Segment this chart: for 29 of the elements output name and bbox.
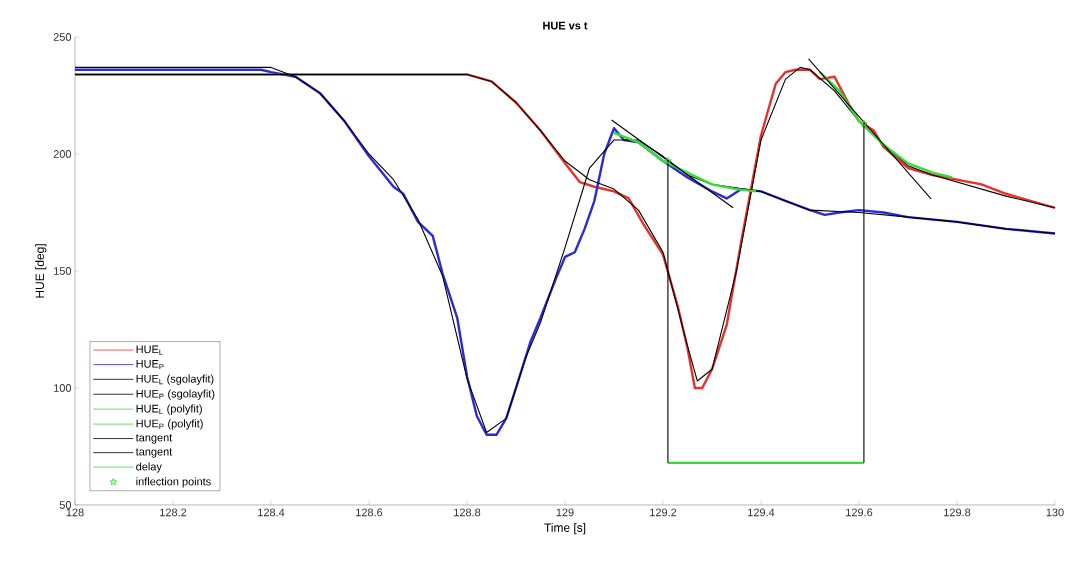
- x-tick-label: 128.8: [454, 508, 481, 517]
- chart-title: HUE vs t: [543, 21, 588, 30]
- y-tick-label: 50: [59, 501, 72, 509]
- legend-label: HUE$_{L}$ (sgolayfit): [136, 374, 214, 385]
- y-tick-label: 150: [54, 267, 72, 275]
- legend-label: HUE$_{L}$: [136, 345, 163, 355]
- x-tick-label: 128: [66, 508, 84, 517]
- legend-label: inflection points: [136, 477, 211, 488]
- x-tick-label: 129.8: [944, 508, 971, 517]
- legend-label: tangent: [135, 448, 173, 458]
- legend-label: delay: [136, 462, 162, 473]
- y-tick-label: 250: [53, 33, 72, 41]
- x-tick-label: 129.2: [650, 508, 677, 517]
- x-tick-label: 128.4: [258, 508, 285, 517]
- x-axis-title: Time [s]: [544, 523, 586, 535]
- legend-label: HUE$_{P}$ (sgolayfit): [136, 389, 215, 400]
- x-tick-label: 129.6: [846, 508, 873, 517]
- legend-label: HUE$_{P}$ (polyfit): [136, 419, 203, 430]
- legend-label: HUE$_{P}$: [136, 360, 164, 370]
- x-tick-label: 128.2: [160, 508, 187, 517]
- y-tick-label: 100: [54, 384, 72, 392]
- y-tick-label: 200: [53, 150, 72, 158]
- x-tick-label: 130: [1046, 508, 1064, 517]
- legend-label: HUE$_{L}$ (polyfit): [136, 404, 202, 415]
- y-axis-title: HUE [deg]: [35, 244, 47, 298]
- x-tick-label: 128.6: [356, 508, 383, 517]
- legend-label: tangent: [135, 434, 173, 444]
- x-tick-label: 129.4: [748, 508, 775, 517]
- x-tick-label: 129: [556, 508, 574, 517]
